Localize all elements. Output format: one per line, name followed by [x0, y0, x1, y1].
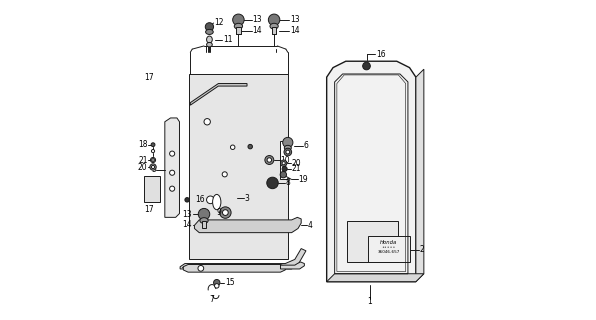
Circle shape	[232, 14, 244, 26]
Circle shape	[231, 145, 235, 149]
Text: 20: 20	[291, 159, 301, 168]
Circle shape	[150, 157, 156, 163]
Text: 16: 16	[375, 50, 386, 59]
Ellipse shape	[213, 195, 221, 210]
Text: 14: 14	[253, 26, 262, 35]
Circle shape	[282, 166, 287, 172]
Ellipse shape	[234, 23, 243, 29]
Circle shape	[215, 284, 219, 288]
Circle shape	[198, 266, 204, 271]
Circle shape	[151, 143, 155, 147]
Circle shape	[267, 177, 278, 189]
Text: 19: 19	[299, 175, 308, 184]
Bar	[202, 221, 206, 228]
Bar	[236, 27, 241, 34]
Text: 21: 21	[291, 164, 301, 173]
Circle shape	[282, 162, 285, 165]
Ellipse shape	[284, 145, 291, 150]
Circle shape	[280, 172, 287, 178]
Circle shape	[151, 149, 154, 153]
Ellipse shape	[270, 23, 278, 29]
Circle shape	[265, 156, 274, 164]
Text: 11: 11	[223, 35, 232, 44]
Text: 17: 17	[144, 73, 154, 82]
Polygon shape	[184, 265, 285, 272]
Text: 14: 14	[182, 220, 193, 229]
Ellipse shape	[200, 218, 208, 223]
Text: 6: 6	[303, 141, 308, 150]
Circle shape	[286, 150, 290, 154]
Circle shape	[283, 137, 293, 148]
Text: 10: 10	[280, 156, 290, 164]
Text: •••••: •••••	[381, 245, 396, 250]
Text: 13: 13	[290, 15, 299, 24]
Text: 8: 8	[285, 179, 290, 188]
Circle shape	[222, 210, 228, 215]
Circle shape	[281, 160, 287, 166]
Text: 20: 20	[138, 163, 148, 172]
Text: 7: 7	[209, 295, 214, 304]
Polygon shape	[190, 84, 247, 105]
Text: 12: 12	[214, 19, 224, 28]
Circle shape	[268, 14, 280, 26]
Circle shape	[219, 207, 231, 218]
Polygon shape	[194, 217, 301, 233]
Circle shape	[222, 172, 227, 177]
Circle shape	[185, 197, 190, 202]
Text: 13: 13	[253, 15, 262, 24]
Circle shape	[170, 151, 175, 156]
Circle shape	[150, 164, 156, 170]
Circle shape	[267, 158, 272, 162]
Bar	[347, 220, 398, 262]
Circle shape	[151, 165, 154, 169]
Polygon shape	[416, 69, 424, 282]
Ellipse shape	[206, 29, 213, 35]
Text: 18: 18	[138, 140, 148, 149]
Text: 36046-657: 36046-657	[378, 250, 400, 254]
Circle shape	[207, 196, 214, 204]
Text: 9: 9	[217, 208, 222, 217]
Ellipse shape	[207, 36, 212, 43]
Circle shape	[205, 23, 213, 31]
Circle shape	[248, 144, 253, 149]
Text: Honda: Honda	[380, 240, 398, 245]
Circle shape	[284, 148, 291, 156]
Text: 4: 4	[308, 221, 312, 230]
Text: 15: 15	[225, 278, 234, 287]
Text: 17: 17	[144, 205, 154, 214]
Polygon shape	[281, 262, 305, 269]
Text: 13: 13	[182, 210, 193, 219]
Bar	[144, 176, 160, 202]
Bar	[368, 236, 409, 262]
Circle shape	[204, 119, 210, 125]
Bar	[272, 27, 277, 34]
Text: 16: 16	[195, 195, 204, 204]
Polygon shape	[165, 118, 179, 217]
Ellipse shape	[207, 43, 212, 47]
Text: 5: 5	[151, 165, 156, 174]
Circle shape	[152, 159, 154, 161]
Circle shape	[198, 208, 210, 220]
Polygon shape	[180, 249, 306, 269]
Circle shape	[213, 279, 220, 286]
Circle shape	[170, 170, 175, 175]
Polygon shape	[327, 61, 416, 282]
Text: 3: 3	[244, 194, 249, 204]
Text: 21: 21	[138, 156, 148, 164]
Polygon shape	[327, 274, 424, 282]
Text: 1: 1	[367, 297, 372, 306]
Text: 2: 2	[420, 245, 424, 254]
Text: 14: 14	[290, 26, 299, 35]
Circle shape	[170, 186, 175, 191]
Polygon shape	[189, 74, 288, 260]
Circle shape	[363, 62, 370, 70]
